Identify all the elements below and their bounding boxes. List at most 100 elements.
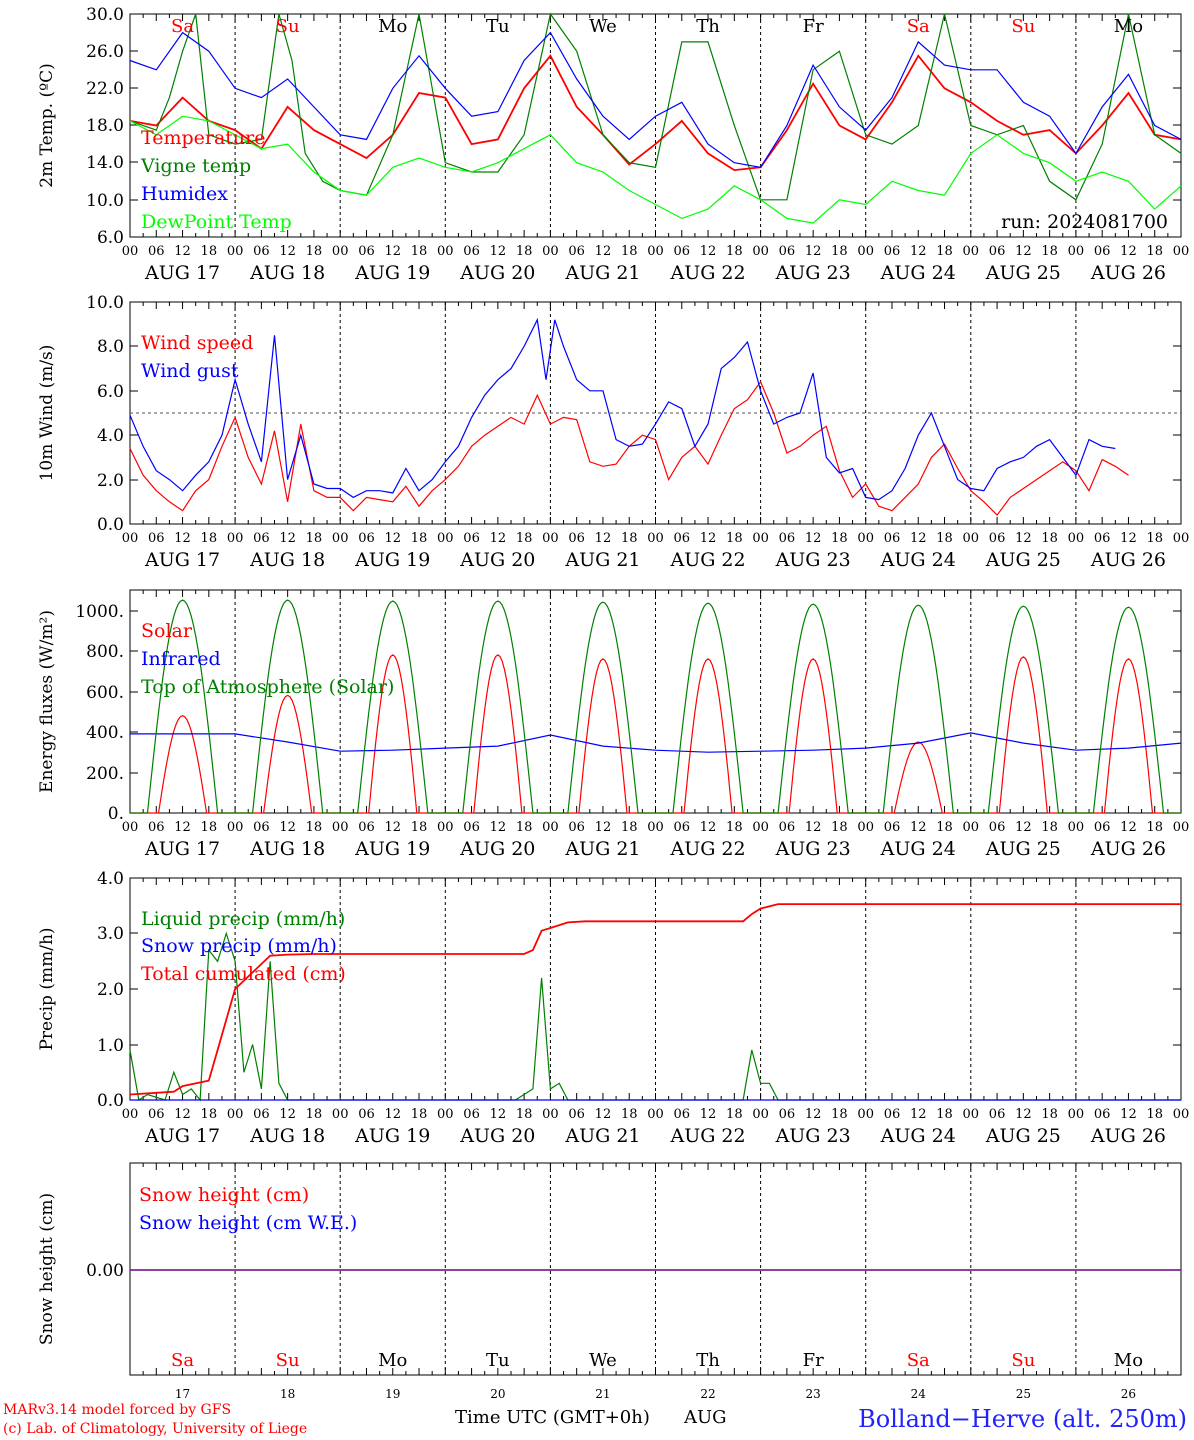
station-name: Bolland−Herve (alt. 250m) <box>858 1405 1187 1433</box>
x-hour-label: 00 <box>963 531 980 546</box>
x-hour-label: 12 <box>805 244 822 259</box>
x-hour-label: 00 <box>857 531 874 546</box>
legend-entry: Humidex <box>141 183 228 205</box>
x-hour-label: 06 <box>568 244 585 259</box>
y-tick-label: 1.0 <box>97 1036 124 1056</box>
day-of-week-label: Mo <box>1114 1350 1143 1371</box>
x-hour-label: 12 <box>910 531 927 546</box>
x-hour-label: 00 <box>227 244 244 259</box>
x-hour-label: 06 <box>568 1107 585 1122</box>
x-date-label: AUG 23 <box>775 838 851 860</box>
x-hour-label: 06 <box>253 820 270 835</box>
x-hour-label: 18 <box>306 1107 323 1122</box>
y-axis-label: 2m Temp. (ºC) <box>37 63 57 188</box>
x-hour-label: 12 <box>1120 1107 1137 1122</box>
x-date-label: AUG 25 <box>985 1125 1061 1147</box>
x-date-label: AUG 26 <box>1090 262 1166 284</box>
x-hour-label: 00 <box>1068 1107 1085 1122</box>
legend-entry: Snow precip (mm/h) <box>141 935 337 957</box>
x-hour-label: 06 <box>1094 1107 1111 1122</box>
series-line-humidex <box>129 31 1182 168</box>
x-hour-label: 12 <box>910 1107 927 1122</box>
x-date-label: AUG 19 <box>354 549 430 571</box>
day-of-week-label: We <box>589 1350 617 1371</box>
x-hour-label: 18 <box>306 531 323 546</box>
x-hour-label: 06 <box>779 244 796 259</box>
x-hour-label: 06 <box>884 244 901 259</box>
x-hour-label: 00 <box>542 244 559 259</box>
x-hour-label: 00 <box>227 531 244 546</box>
x-hour-label: 00 <box>963 244 980 259</box>
day-of-week-label: We <box>589 16 617 37</box>
x-hour-label: 18 <box>1041 244 1058 259</box>
run-annotation: run: 2024081700 <box>1001 211 1168 233</box>
x-hour-label: 18 <box>621 820 638 835</box>
x-hour-label: 18 <box>306 820 323 835</box>
y-tick-label: 2.0 <box>97 471 124 491</box>
x-hour-label: 12 <box>490 244 507 259</box>
x-hour-label: 00 <box>1173 531 1190 546</box>
x-hour-label: 18 <box>1146 531 1163 546</box>
x-hour-label: 18 <box>201 1107 218 1122</box>
x-date-label: AUG 24 <box>880 549 956 571</box>
day-of-week-label: Su <box>276 16 300 37</box>
legend-entry: Temperature <box>141 127 265 149</box>
x-hour-label: 06 <box>253 244 270 259</box>
day-of-week-label: Fr <box>803 16 824 37</box>
x-hour-label: 00 <box>1173 244 1190 259</box>
x-hour-label: 18 <box>1041 1107 1058 1122</box>
series-line-wind-speed <box>129 380 1129 517</box>
x-hour-label: 06 <box>884 1107 901 1122</box>
day-of-week-label: Sa <box>907 1350 930 1371</box>
y-tick-label: 4.0 <box>97 869 124 889</box>
x-hour-label: 00 <box>857 244 874 259</box>
x-hour-label: 18 <box>726 820 743 835</box>
x-date-label: AUG 23 <box>775 262 851 284</box>
legend-entry: Solar <box>141 620 193 642</box>
x-hour-label: 18 <box>411 1107 428 1122</box>
x-hour-label: 12 <box>805 820 822 835</box>
x-date-label: AUG 22 <box>669 1125 745 1147</box>
x-hour-label: 06 <box>779 531 796 546</box>
x-hour-label: 06 <box>358 1107 375 1122</box>
x-date-label: AUG 22 <box>669 549 745 571</box>
x-hour-label: 06 <box>989 531 1006 546</box>
x-hour-label: 12 <box>805 1107 822 1122</box>
x-hour-label: 18 <box>201 820 218 835</box>
x-hour-label: 06 <box>148 531 165 546</box>
x-hour-label: 06 <box>148 820 165 835</box>
day-of-week-label: Th <box>696 16 720 37</box>
day-of-week-label: Fr <box>803 1350 824 1371</box>
x-hour-label: 12 <box>910 820 927 835</box>
day-number-label: 25 <box>1016 1387 1031 1401</box>
series-line-wind-gust <box>129 317 1116 501</box>
x-hour-label: 12 <box>384 820 401 835</box>
x-hour-label: 18 <box>831 1107 848 1122</box>
x-hour-label: 12 <box>700 531 717 546</box>
x-hour-label: 06 <box>1094 244 1111 259</box>
x-hour-label: 18 <box>621 1107 638 1122</box>
y-tick-label: 400. <box>86 723 124 743</box>
x-hour-label: 18 <box>411 820 428 835</box>
x-hour-label: 06 <box>463 820 480 835</box>
x-date-label: AUG 23 <box>775 549 851 571</box>
x-hour-label: 18 <box>726 531 743 546</box>
x-date-label: AUG 19 <box>354 1125 430 1147</box>
y-tick-label: 30.0 <box>86 5 124 25</box>
x-hour-label: 06 <box>674 1107 691 1122</box>
y-tick-label: 600. <box>86 683 124 703</box>
x-hour-label: 18 <box>1146 820 1163 835</box>
y-tick-label: 200. <box>86 764 124 784</box>
x-hour-label: 12 <box>700 1107 717 1122</box>
x-hour-label: 18 <box>201 244 218 259</box>
y-tick-label: 8.0 <box>97 337 124 357</box>
x-hour-label: 12 <box>700 820 717 835</box>
y-tick-label: 800. <box>86 642 124 662</box>
x-hour-label: 18 <box>1041 820 1058 835</box>
y-tick-label: 26.0 <box>86 42 124 62</box>
day-of-week-label: Su <box>1011 16 1035 37</box>
x-hour-label: 18 <box>516 820 533 835</box>
x-hour-label: 18 <box>411 244 428 259</box>
credit-model: MARv3.14 model forced by GFS <box>3 1402 231 1418</box>
day-number-label: 22 <box>700 1387 715 1401</box>
